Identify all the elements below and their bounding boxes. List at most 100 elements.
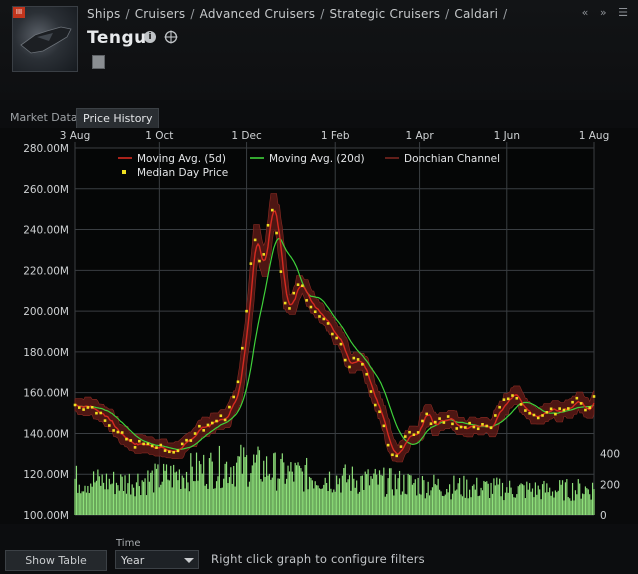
- volume-bar: [476, 477, 478, 515]
- volume-bar: [499, 478, 501, 515]
- breadcrumb-item-strategic-cruisers[interactable]: Strategic Cruisers: [329, 7, 441, 21]
- target-icon[interactable]: [164, 30, 178, 44]
- volume-bar: [231, 483, 233, 515]
- median-price-point: [541, 414, 544, 417]
- volume-bar: [153, 492, 155, 515]
- volume-bar: [323, 484, 325, 515]
- volume-bar: [507, 492, 509, 515]
- volume-bar: [140, 495, 142, 515]
- median-price-point: [373, 403, 377, 407]
- median-price-point: [232, 395, 236, 399]
- volume-bar: [484, 481, 486, 515]
- volume-bar: [470, 497, 472, 515]
- median-price-point: [481, 423, 484, 426]
- volume-bar: [474, 489, 476, 515]
- chart-svg[interactable]: 100.00M 120.00M 140.00M 160.00M 180.00M 200.0…: [0, 128, 638, 524]
- volume-bar: [170, 465, 172, 515]
- volume-bar: [278, 478, 281, 515]
- ship-thumbnail[interactable]: III: [12, 6, 78, 72]
- volume-bar: [164, 470, 166, 515]
- volume-bar: [380, 474, 382, 515]
- volume-bar: [293, 481, 295, 515]
- breadcrumb-item-ships[interactable]: Ships: [87, 7, 121, 21]
- volume-bar: [328, 471, 331, 515]
- volume-bar: [589, 494, 591, 515]
- volume-bar: [396, 489, 398, 515]
- median-price-point: [146, 442, 150, 446]
- median-price-point: [322, 317, 326, 321]
- breadcrumb-item-cruisers[interactable]: Cruisers: [134, 7, 186, 21]
- median-price-point: [408, 430, 411, 434]
- time-select[interactable]: Year: [115, 550, 199, 569]
- menu-icon[interactable]: ☰: [618, 6, 630, 19]
- y-tick-label: 200.00M: [23, 306, 69, 318]
- volume-bar: [509, 480, 511, 515]
- volume-bar: [220, 488, 222, 515]
- volume-bar: [556, 492, 558, 515]
- median-price-point: [301, 284, 304, 288]
- volume-bar: [551, 491, 554, 515]
- breadcrumb-item-advanced-cruisers[interactable]: Advanced Cruisers: [199, 7, 316, 21]
- back-icon[interactable]: «: [581, 6, 591, 19]
- volume-bar: [573, 500, 575, 515]
- volume-bar: [307, 489, 309, 515]
- inventory-cube-icon[interactable]: [92, 55, 105, 69]
- volume-bar: [294, 462, 296, 515]
- volume-bar: [135, 482, 138, 515]
- median-price-point: [138, 439, 141, 443]
- legend-label: Donchian Channel: [404, 153, 500, 165]
- volume-bar: [341, 475, 343, 515]
- volume-bar: [336, 475, 338, 515]
- median-price-point: [438, 417, 441, 420]
- median-price-point: [464, 426, 467, 429]
- volume-bar: [557, 490, 559, 515]
- info-icon[interactable]: i: [144, 31, 156, 43]
- volume-bar: [441, 495, 444, 515]
- volume-bar: [437, 478, 439, 515]
- volume-bar: [200, 464, 202, 515]
- volume-bar: [431, 487, 434, 515]
- show-table-button[interactable]: Show Table: [5, 550, 107, 571]
- tab-price-history[interactable]: Price History: [76, 108, 160, 128]
- median-price-point: [502, 398, 506, 401]
- volume-bar: [343, 467, 345, 515]
- volume-bar: [180, 489, 182, 515]
- volume-bars: [74, 444, 595, 515]
- volume-bar: [547, 492, 549, 515]
- volume-bar: [471, 485, 474, 515]
- volume-bar: [469, 489, 471, 515]
- median-price-point: [129, 439, 133, 442]
- volume-bar: [453, 475, 455, 515]
- volume-bar: [248, 481, 251, 515]
- forward-icon[interactable]: »: [599, 6, 609, 19]
- volume-bar: [238, 456, 241, 515]
- tab-market-data[interactable]: Market Data: [10, 111, 78, 124]
- volume-bar: [356, 480, 358, 515]
- volume-bar: [486, 481, 488, 515]
- median-price-point: [386, 443, 390, 447]
- volume-bar: [390, 468, 392, 515]
- x-tick-label: 1 Oct: [145, 130, 173, 142]
- breadcrumb-item-caldari[interactable]: Caldari: [454, 7, 499, 21]
- volume-bar: [105, 473, 108, 515]
- volume-bar: [154, 463, 156, 515]
- volume-bar: [426, 492, 428, 515]
- volume-bar: [497, 484, 499, 515]
- volume-bar: [201, 473, 203, 515]
- median-price-point: [77, 406, 81, 409]
- volume-bar: [288, 471, 291, 515]
- volume-bar: [460, 494, 462, 515]
- volume-bar: [416, 495, 418, 515]
- volume-bar: [346, 482, 348, 515]
- volume-bar: [408, 475, 411, 515]
- median-price-point: [588, 406, 592, 409]
- median-price-point: [219, 414, 223, 418]
- volume-bar: [145, 495, 148, 515]
- volume-bar: [577, 479, 579, 515]
- volume-bar: [290, 462, 292, 515]
- median-price-point: [579, 402, 583, 405]
- volume-bar: [491, 493, 494, 515]
- moving-avg-5d-line: [74, 210, 595, 455]
- volume-bar: [235, 462, 238, 515]
- price-history-chart[interactable]: 100.00M 120.00M 140.00M 160.00M 180.00M 200.0…: [0, 128, 638, 524]
